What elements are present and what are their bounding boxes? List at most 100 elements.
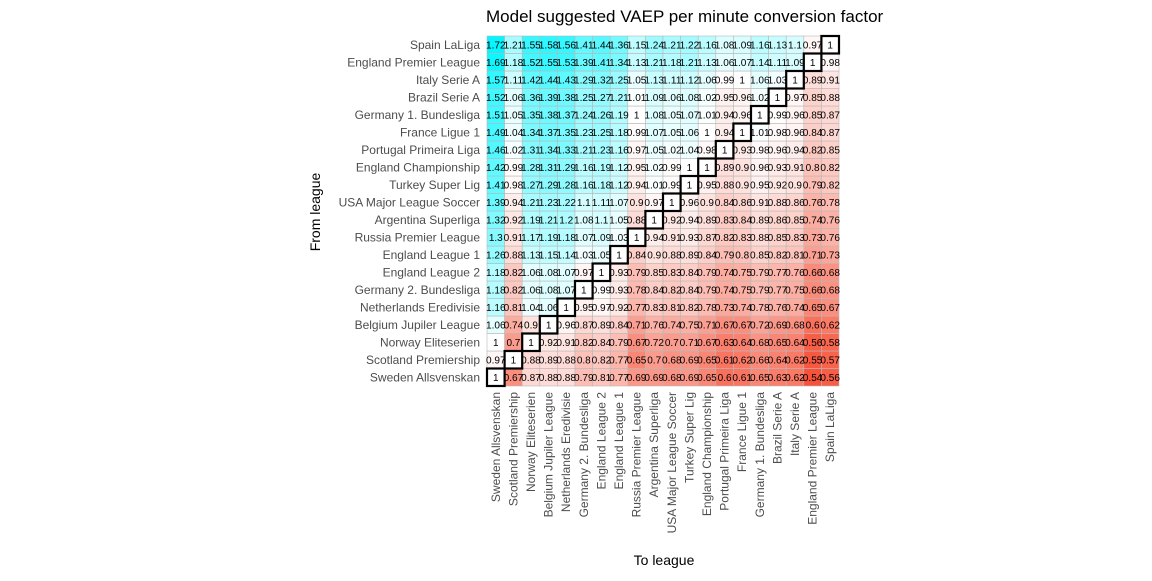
- cell-value-label: 0.89: [592, 320, 612, 331]
- cell-value-label: 0.87: [697, 233, 717, 244]
- row-tick-label: Scotland Premiership: [366, 353, 480, 367]
- cell-value-label: 1: [704, 163, 710, 174]
- diagonal-outline: [697, 157, 717, 178]
- cell-value-label: 0.92: [768, 180, 788, 191]
- cell-value-label: 1: [827, 40, 833, 51]
- cell-value-label: 1.13: [697, 58, 717, 69]
- cell-value-label: 1: [775, 93, 781, 104]
- cell-value-label: 0.64: [768, 355, 788, 366]
- cell-value-label: 1.18: [609, 128, 629, 139]
- cell-value-label: 1: [669, 198, 675, 209]
- cell-value-label: 0.64: [732, 338, 752, 349]
- row-tick-label: Germany 2. Bundesliga: [355, 283, 481, 297]
- cell-value-label: 0.95: [627, 163, 647, 174]
- row-tick-label: Sweden Allsvenskan: [370, 370, 480, 384]
- cell-value-label: 1: [528, 338, 534, 349]
- cell-value-label: 1.09: [732, 40, 752, 51]
- cell-value-label: 1.02: [644, 163, 664, 174]
- cell-value-label: 0.94: [715, 128, 735, 139]
- cell-value-label: 1: [493, 373, 499, 384]
- cell-labels-layer: 1 0.670.870.880.880.790.810.770.690.690.6…: [486, 40, 840, 384]
- cell-value-label: 0.6: [806, 320, 820, 331]
- cell-value-label: 1.55: [521, 40, 541, 51]
- cell-value-label: 0.87: [820, 110, 840, 121]
- cell-value-label: 0.88: [750, 233, 770, 244]
- cell-value-label: 0.73: [715, 303, 735, 314]
- cell-value-label: 1.1: [594, 215, 608, 226]
- cell-value-label: 0.87: [521, 373, 541, 384]
- col-tick-label: Portugal Primeira Liga: [718, 392, 732, 511]
- cell-value-label: 1.25: [592, 128, 612, 139]
- cell-value-label: 0.78: [697, 303, 717, 314]
- col-tick-label: England Championship: [700, 392, 714, 516]
- cell-value-label: 0.8: [577, 355, 591, 366]
- col-tick-label: England League 2: [594, 392, 608, 490]
- cell-value-label: 1.21: [574, 145, 594, 156]
- cell-value-label: 1.16: [574, 180, 594, 191]
- cell-value-label: 1.06: [504, 93, 524, 104]
- cell-value-label: 0.91: [785, 163, 805, 174]
- cell-value-label: 0.81: [592, 373, 612, 384]
- cell-value-label: 0.82: [592, 355, 612, 366]
- cell-value-label: 0.62: [785, 355, 805, 366]
- cell-value-label: 0.82: [680, 303, 700, 314]
- cell-value-label: 0.89: [680, 250, 700, 261]
- cell-value-label: 0.71: [697, 320, 717, 331]
- cell-value-label: 0.62: [785, 373, 805, 384]
- cell-value-label: 0.67: [697, 338, 717, 349]
- cell-value-label: 0.88: [820, 93, 840, 104]
- cell-value-label: 0.71: [803, 250, 823, 261]
- cell-value-label: 1.22: [680, 40, 700, 51]
- cell-value-label: 1.35: [521, 110, 541, 121]
- cell-value-label: 0.76: [768, 303, 788, 314]
- cell-value-label: 0.72: [750, 320, 770, 331]
- cell-value-label: 0.82: [662, 285, 682, 296]
- diagonal-outline: [556, 297, 577, 318]
- cell-value-label: 0.74: [803, 215, 823, 226]
- diagonal-outline: [714, 139, 735, 160]
- cell-value-label: 1.33: [556, 145, 576, 156]
- cell-value-label: 0.85: [803, 110, 823, 121]
- cell-value-label: 0.71: [627, 320, 647, 331]
- cell-value-label: 1.08: [715, 40, 735, 51]
- cell-value-label: 1.51: [486, 110, 506, 121]
- cell-value-label: 0.77: [768, 268, 788, 279]
- cell-value-label: 1: [546, 320, 552, 331]
- cell-value-label: 0.74: [662, 320, 682, 331]
- cell-value-label: 0.9: [735, 180, 749, 191]
- cell-value-label: 0.89: [539, 355, 559, 366]
- cell-value-label: 0.99: [715, 75, 735, 86]
- cell-value-label: 1.04: [521, 303, 541, 314]
- cell-value-label: 0.97: [592, 303, 612, 314]
- cell-value-label: 1.41: [486, 180, 506, 191]
- cell-value-label: 0.71: [680, 338, 700, 349]
- cell-value-label: 0.96: [785, 128, 805, 139]
- cell-value-label: 0.84: [609, 320, 629, 331]
- cell-value-label: 1.56: [556, 40, 576, 51]
- cell-value-label: 1.08: [539, 285, 559, 296]
- cell-value-label: 0.9: [700, 198, 714, 209]
- cell-value-label: 1.18: [504, 58, 524, 69]
- cell-value-label: 0.76: [820, 233, 840, 244]
- cell-value-label: 1.72: [486, 40, 506, 51]
- cell-value-label: 0.68: [785, 320, 805, 331]
- cell-value-label: 1: [493, 338, 499, 349]
- cell-value-label: 0.68: [662, 355, 682, 366]
- cell-value-label: 0.94: [644, 233, 664, 244]
- cell-value-label: 0.89: [715, 163, 735, 174]
- cell-value-label: 1.21: [609, 93, 629, 104]
- cell-value-label: 0.84: [715, 198, 735, 209]
- cell-value-label: 0.96: [680, 198, 700, 209]
- cell-value-label: 1.19: [539, 233, 559, 244]
- cell-value-label: 1.23: [574, 128, 594, 139]
- row-tick-label: Norway Eliteserien: [380, 335, 480, 349]
- cell-value-label: 0.79: [750, 285, 770, 296]
- cell-value-label: 0.65: [768, 338, 788, 349]
- col-tick-label: France Ligue 1: [735, 392, 749, 472]
- cell-value-label: 0.54: [803, 373, 823, 384]
- cell-value-label: 0.88: [521, 355, 541, 366]
- cell-value-label: 1.19: [592, 163, 612, 174]
- cell-value-label: 0.79: [715, 250, 735, 261]
- cell-value-label: 0.85: [820, 145, 840, 156]
- cell-value-label: 1.03: [609, 233, 629, 244]
